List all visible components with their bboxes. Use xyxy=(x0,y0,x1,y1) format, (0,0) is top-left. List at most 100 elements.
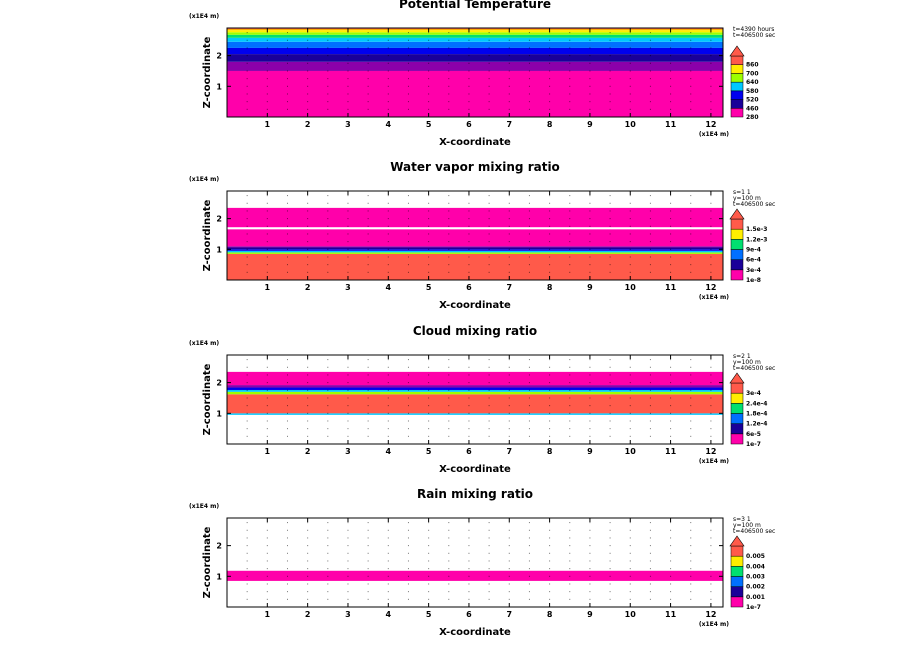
grid-dot xyxy=(589,62,591,64)
grid-dot xyxy=(488,241,490,243)
grid-dot xyxy=(569,382,571,384)
grid-dot xyxy=(286,202,288,204)
grid-dot xyxy=(266,101,268,103)
grid-dot xyxy=(428,366,430,368)
grid-dot xyxy=(347,428,349,430)
grid-dot xyxy=(649,545,651,547)
grid-dot xyxy=(589,39,591,41)
grid-dot xyxy=(307,428,309,430)
grid-dot xyxy=(569,598,571,600)
grid-dot xyxy=(629,210,631,212)
grid-dot xyxy=(528,529,530,531)
grid-dot xyxy=(549,210,551,212)
grid-dot xyxy=(609,101,611,103)
grid-dot xyxy=(710,583,712,585)
grid-dot xyxy=(528,389,530,391)
x-tick-label: 5 xyxy=(426,447,432,456)
grid-dot xyxy=(286,271,288,273)
contour-band xyxy=(227,54,723,62)
grid-dot xyxy=(286,85,288,87)
x-axis-label: X-coordinate xyxy=(439,464,511,475)
grid-dot xyxy=(670,382,672,384)
grid-dot xyxy=(387,382,389,384)
grid-dot xyxy=(367,202,369,204)
x-tick-label: 4 xyxy=(386,283,392,292)
grid-dot xyxy=(448,70,450,72)
contour-band xyxy=(227,385,723,388)
grid-dot xyxy=(448,264,450,266)
grid-dot xyxy=(609,62,611,64)
grid-dot xyxy=(327,85,329,87)
plot-frame xyxy=(226,27,724,118)
grid-dot xyxy=(670,560,672,562)
grid-dot xyxy=(508,389,510,391)
grid-dot xyxy=(428,552,430,554)
grid-dot xyxy=(347,552,349,554)
x-tick-label: 3 xyxy=(345,283,351,292)
grid-dot xyxy=(387,241,389,243)
colorbar-label: 1e-8 xyxy=(746,277,761,284)
grid-dot xyxy=(428,62,430,64)
x-tick-label: 6 xyxy=(466,447,472,456)
grid-dot xyxy=(246,195,248,197)
grid-dot xyxy=(710,218,712,220)
grid-dot xyxy=(569,374,571,376)
grid-dot xyxy=(407,218,409,220)
grid-dot xyxy=(347,233,349,235)
grid-dot xyxy=(488,560,490,562)
grid-dot xyxy=(367,256,369,258)
grid-dot xyxy=(629,598,631,600)
colorbar-swatch xyxy=(730,218,744,230)
grid-dot xyxy=(589,78,591,80)
grid-dot xyxy=(609,93,611,95)
grid-dot xyxy=(367,537,369,539)
grid-dot xyxy=(488,55,490,57)
grid-dot xyxy=(528,101,530,103)
y-tick-label: 1 xyxy=(216,82,222,91)
grid-dot xyxy=(609,598,611,600)
grid-dot xyxy=(649,522,651,524)
grid-dot xyxy=(266,529,268,531)
grid-dot xyxy=(710,241,712,243)
grid-dot xyxy=(246,101,248,103)
grid-dot xyxy=(690,218,692,220)
grid-dot xyxy=(327,545,329,547)
grid-dot xyxy=(307,591,309,593)
grid-dot xyxy=(266,78,268,80)
grid-dot xyxy=(428,529,430,531)
x-tick-label: 11 xyxy=(665,447,677,456)
grid-dot xyxy=(649,420,651,422)
grid-dot xyxy=(629,264,631,266)
grid-dot xyxy=(307,545,309,547)
grid-dot xyxy=(428,55,430,57)
grid-dot xyxy=(327,271,329,273)
grid-dot xyxy=(710,264,712,266)
grid-dot xyxy=(649,108,651,110)
grid-dot xyxy=(629,420,631,422)
grid-dot xyxy=(286,101,288,103)
panel-title: Cloud mixing ratio xyxy=(413,324,537,338)
grid-dot xyxy=(710,435,712,437)
grid-dot xyxy=(246,256,248,258)
grid-dot xyxy=(286,529,288,531)
grid-dot xyxy=(448,359,450,361)
grid-dot xyxy=(528,428,530,430)
grid-dot xyxy=(569,389,571,391)
grid-dot xyxy=(347,210,349,212)
grid-dot xyxy=(448,552,450,554)
grid-dot xyxy=(448,405,450,407)
grid-dot xyxy=(407,552,409,554)
grid-dot xyxy=(428,271,430,273)
grid-dot xyxy=(710,412,712,414)
grid-dot xyxy=(448,568,450,570)
grid-dot xyxy=(609,225,611,227)
grid-dot xyxy=(629,529,631,531)
grid-dot xyxy=(468,374,470,376)
grid-dot xyxy=(327,70,329,72)
grid-dot xyxy=(307,47,309,49)
grid-dot xyxy=(508,101,510,103)
grid-dot xyxy=(508,591,510,593)
grid-dot xyxy=(307,389,309,391)
grid-dot xyxy=(609,366,611,368)
